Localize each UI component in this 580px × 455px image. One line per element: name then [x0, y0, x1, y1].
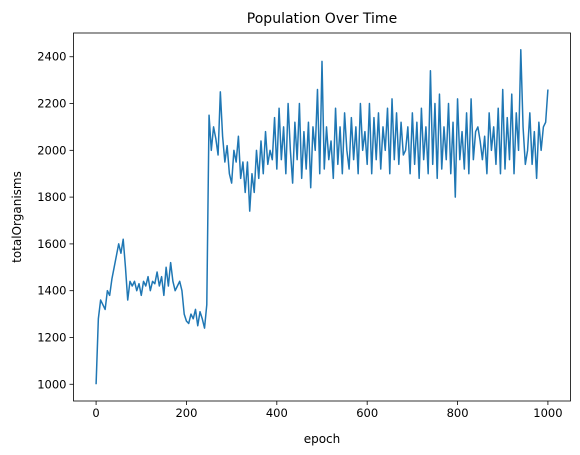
y-tick-label: 2000: [37, 143, 66, 157]
y-axis-label: totalOrganisms: [10, 171, 24, 263]
x-axis-label: epoch: [304, 432, 341, 446]
x-tick-label: 600: [356, 406, 378, 420]
chart-title: Population Over Time: [247, 11, 397, 27]
x-tick-label: 200: [175, 406, 197, 420]
data-line: [95, 48, 549, 385]
y-tick-label: 1200: [37, 330, 66, 344]
y-tick-label: 2200: [37, 97, 66, 111]
y-tick-label: 1600: [37, 237, 66, 251]
y-tick-label: 1400: [37, 284, 66, 298]
x-tick-label: 800: [447, 406, 469, 420]
y-tick-label: 1000: [37, 377, 66, 391]
y-tick-label: 1800: [37, 190, 66, 204]
x-tick-label: 1000: [533, 406, 562, 420]
y-tick-label: 2400: [37, 50, 66, 64]
plot-frame: [73, 32, 571, 402]
x-tick-label: 400: [266, 406, 288, 420]
x-tick-label: 0: [92, 406, 99, 420]
